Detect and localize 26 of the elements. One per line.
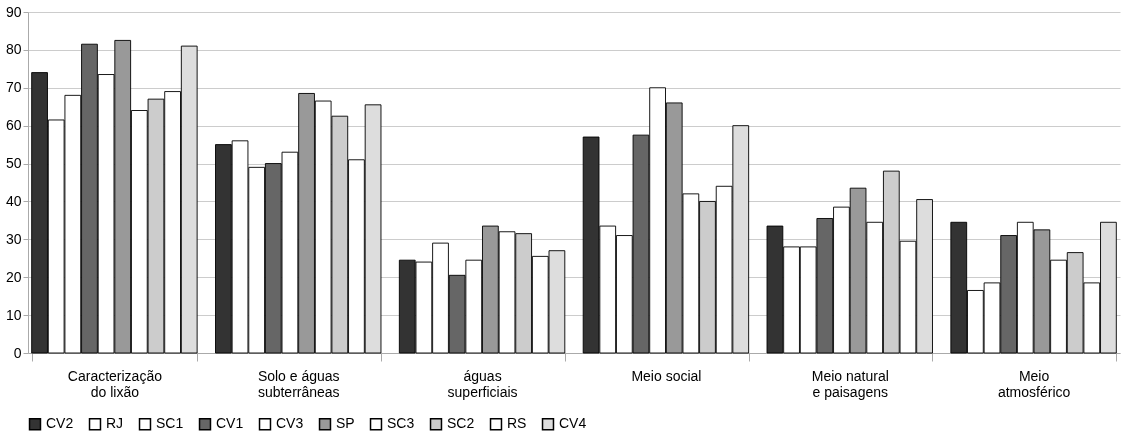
legend-label: CV2 — [46, 415, 74, 432]
x-tick-label: águas superficiais — [447, 367, 518, 400]
y-tick-label: 80 — [5, 41, 22, 58]
y-tick-label: 90 — [5, 3, 22, 20]
legend-label: RS — [507, 415, 527, 432]
legend-label: RJ — [106, 415, 124, 432]
legend-label: SC1 — [156, 415, 184, 432]
legend-label: SP — [336, 415, 355, 432]
x-tick-label: Meio social — [631, 367, 702, 384]
legend-label: CV1 — [216, 415, 244, 432]
y-tick-label: 40 — [5, 192, 22, 209]
y-tick-label: 20 — [5, 268, 22, 285]
y-tick-label: 10 — [5, 306, 22, 323]
y-tick-label: 0 — [13, 344, 22, 361]
y-tick-label: 30 — [5, 230, 22, 247]
legend-label: SC3 — [387, 415, 415, 432]
y-tick-label: 60 — [5, 117, 22, 134]
legend-label: CV3 — [276, 415, 304, 432]
legend-label: CV4 — [559, 415, 587, 432]
x-tick-label: Caracterização do lixão — [67, 367, 163, 400]
y-tick-label: 70 — [5, 79, 22, 96]
x-tick-label: Solo e águas subterrâneas — [257, 367, 340, 400]
x-tick-label: Meio natural e paisagens — [811, 367, 889, 400]
legend-label: SC2 — [447, 415, 475, 432]
y-tick-label: 50 — [5, 155, 22, 172]
x-tick-label: Meio atmosférico — [997, 367, 1071, 400]
